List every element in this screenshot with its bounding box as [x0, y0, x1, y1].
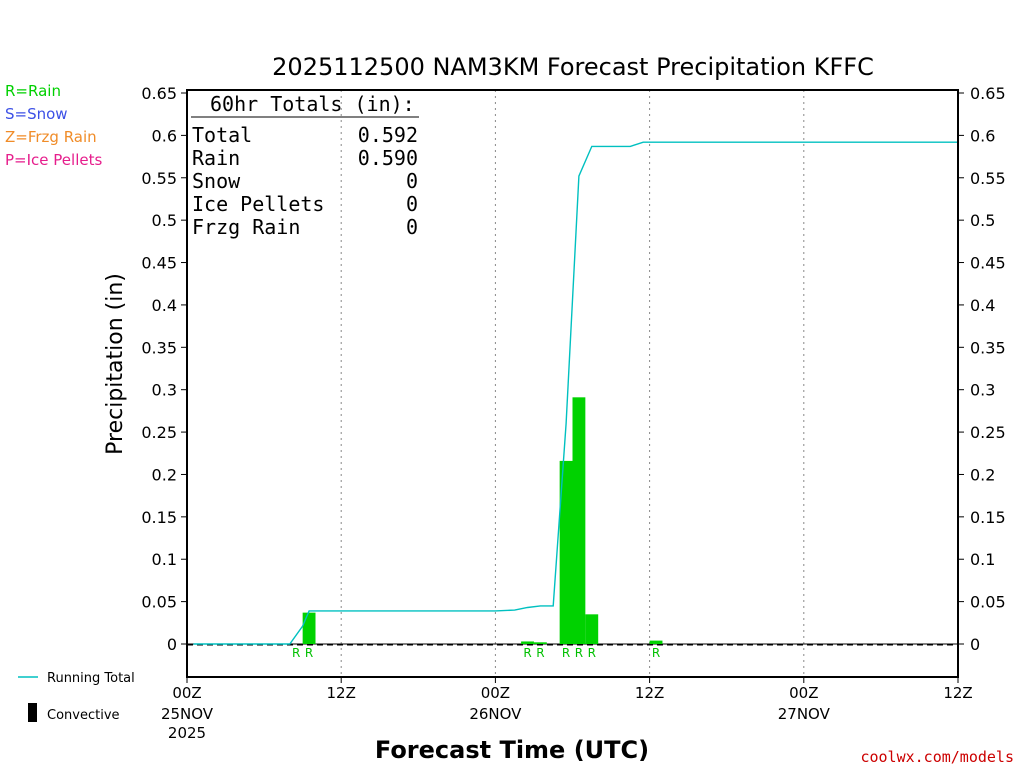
totals-row-label: Ice Pellets [192, 192, 324, 216]
y-tick-labels: 0.65 0.65 0.6 0.6 0.55 0.55 0.5 0.5 0.45 0.45 0.4 0… [141, 84, 1005, 654]
y-tick-label-right: 0.2 [970, 465, 995, 484]
rain-type-mark: R [536, 646, 544, 660]
totals-row-value: 0.592 [358, 123, 418, 147]
rain-type-mark: R [588, 646, 596, 660]
x-tick-date: 27NOV [778, 705, 831, 723]
running-total-legend-label: Running Total [47, 671, 135, 686]
bottom-legend: Running Total Convective [18, 671, 135, 723]
y-tick-label-right: 0.55 [970, 169, 1006, 188]
rain-type-mark: R [562, 646, 570, 660]
y-tick-label-left: 0 [167, 635, 177, 654]
y-tick-label-right: 0.35 [970, 338, 1006, 357]
totals-row-value: 0 [406, 169, 418, 193]
precip-bar [572, 397, 586, 644]
x-tick-label: 00Z [481, 684, 510, 702]
y-tick-label-left: 0.25 [141, 423, 177, 442]
precip-bar [559, 460, 573, 644]
plot-frame [186, 89, 959, 678]
totals-box: 60hr Totals (in): Total 0.592 Rain 0.590 Snow… [191, 92, 419, 239]
x-tick-date: 26NOV [469, 705, 522, 723]
y-tick-label-right: 0 [970, 635, 980, 654]
precip-bar [302, 612, 316, 644]
totals-row-value: 0.590 [358, 146, 418, 170]
totals-row-label: Snow [192, 169, 241, 193]
running-total-line [193, 141, 958, 645]
y-tick-label-right: 0.1 [970, 550, 995, 569]
rain-type-mark: R [575, 646, 583, 660]
y-tick-label-right: 0.15 [970, 508, 1006, 527]
y-tick-label-left: 0.35 [141, 338, 177, 357]
y-tick-label-left: 0.6 [152, 126, 177, 145]
running-total-series [193, 141, 958, 645]
precip-bars [302, 397, 663, 644]
precip-type-legend-entry: P=Ice Pellets [5, 151, 102, 169]
rain-type-mark: R [305, 646, 313, 660]
y-tick-label-right: 0.25 [970, 423, 1006, 442]
precip-bar [533, 642, 547, 644]
x-tick-label: 12Z [635, 684, 664, 702]
y-tick-label-left: 0.5 [152, 211, 177, 230]
y-tick-label-left: 0.45 [141, 254, 177, 273]
precip-bar [585, 614, 599, 644]
x-tick-label: 12Z [943, 684, 972, 702]
convective-legend-label: Convective [47, 708, 120, 723]
y-tick-label-left: 0.65 [141, 84, 177, 103]
x-axis-label: Forecast Time (UTC) [375, 736, 649, 764]
totals-row-label: Total [192, 123, 252, 147]
rain-type-mark: R [523, 646, 531, 660]
x-tick-date: 25NOV [161, 705, 214, 723]
precip-type-legend-entry: Z=Frzg Rain [5, 128, 97, 146]
x-tick-label: 00Z [172, 684, 201, 702]
y-tick-label-right: 0.05 [970, 593, 1006, 612]
rain-type-mark: R [292, 646, 300, 660]
y-tick-label-left: 0.05 [141, 593, 177, 612]
type-legend: R=Rain S=Snow Z=Frzg Rain P=Ice Pellets [5, 82, 102, 169]
precip-type-legend-entry: R=Rain [5, 82, 61, 100]
precip-type-legend-entry: S=Snow [5, 105, 68, 123]
y-tick-label-right: 0.65 [970, 84, 1006, 103]
y-tick-label-right: 0.6 [970, 126, 995, 145]
totals-row-label: Rain [192, 146, 240, 170]
precip-bar [649, 640, 663, 644]
y-tick-label-right: 0.3 [970, 381, 995, 400]
y-tick-label-right: 0.4 [970, 296, 995, 315]
rain-type-mark: R [652, 646, 660, 660]
totals-row-label: Frzg Rain [192, 215, 300, 239]
credit-text: coolwx.com/models [860, 748, 1014, 766]
y-tick-label-left: 0.2 [152, 465, 177, 484]
y-tick-label-left: 0.55 [141, 169, 177, 188]
y-axis-label: Precipitation (in) [103, 273, 128, 455]
x-tick-year: 2025 [168, 724, 206, 742]
y-tick-label-left: 0.3 [152, 381, 177, 400]
y-tick-label-right: 0.45 [970, 254, 1006, 273]
totals-row-value: 0 [406, 192, 418, 216]
convective-legend-swatch [28, 703, 37, 722]
chart-title: 2025112500 NAM3KM Forecast Precipitation… [272, 53, 874, 81]
y-tick-label-left: 0.1 [152, 550, 177, 569]
totals-row-value: 0 [406, 215, 418, 239]
y-tick-label-left: 0.4 [152, 296, 177, 315]
x-tick-label: 00Z [789, 684, 818, 702]
plot-axes [186, 89, 959, 678]
y-tick-label-left: 0.15 [141, 508, 177, 527]
y-tick-label-right: 0.5 [970, 211, 995, 230]
precip-bar [521, 641, 534, 644]
totals-heading: 60hr Totals (in): [210, 92, 415, 116]
x-tick-label: 12Z [327, 684, 356, 702]
